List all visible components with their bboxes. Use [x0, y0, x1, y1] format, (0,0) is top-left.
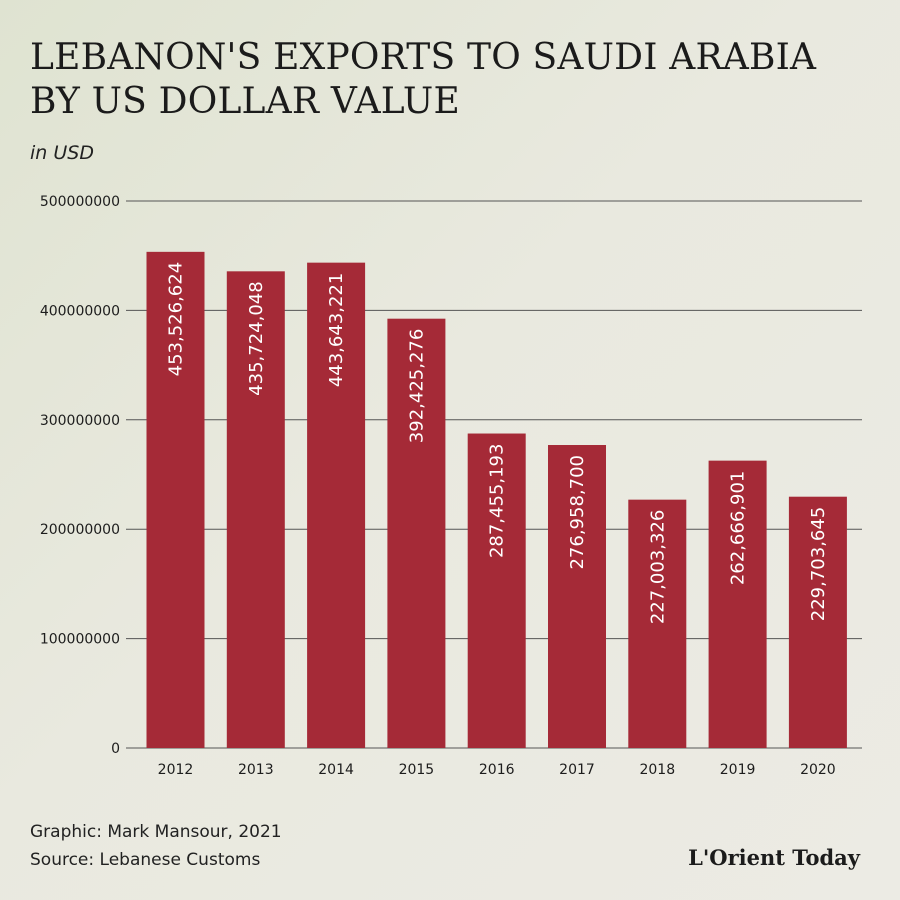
bar-2019 — [708, 460, 767, 748]
data-label: 443,643,221 — [326, 273, 347, 388]
data-labels: 453,526,624 435,724,048 443,643,221 392,425… — [166, 262, 829, 624]
data-label: 453,526,624 — [166, 262, 187, 377]
bar-2015 — [387, 318, 446, 748]
x-tick-label: 2017 — [559, 762, 595, 778]
bar-2020 — [788, 496, 847, 748]
data-label: 227,003,326 — [647, 510, 668, 625]
chart-subtitle: in USD — [30, 142, 94, 164]
bar-2016 — [467, 433, 526, 748]
bars — [146, 251, 847, 749]
chart-title-line-1: LEBANON'S EXPORTS TO SAUDI ARABIA — [30, 37, 817, 78]
data-label: 229,703,645 — [808, 507, 829, 622]
x-tick-label: 2012 — [158, 762, 194, 778]
bar-2012 — [146, 251, 205, 749]
bar-2018 — [628, 499, 687, 748]
y-tick-label: 500000000 — [40, 194, 120, 210]
source-note: Source: Lebanese Customs — [30, 850, 261, 870]
x-tick-label: 2013 — [238, 762, 274, 778]
data-label: 435,724,048 — [246, 281, 267, 396]
y-axis-ticks: 0 100000000 200000000 300000000 400000000 500… — [40, 194, 120, 757]
data-label: 276,958,700 — [567, 455, 588, 570]
x-axis-ticks: 2012 2013 2014 2015 2016 2017 2018 2019 2020 — [158, 762, 836, 778]
x-tick-label: 2018 — [639, 762, 675, 778]
x-tick-label: 2020 — [800, 762, 836, 778]
x-tick-label: 2015 — [399, 762, 435, 778]
y-tick-label: 300000000 — [40, 413, 120, 429]
chart-title-line-2: BY US DOLLAR VALUE — [30, 81, 460, 122]
x-tick-label: 2014 — [318, 762, 354, 778]
data-label: 392,425,276 — [406, 329, 427, 444]
data-label: 262,666,901 — [728, 471, 749, 586]
lorient-today-logo: L'Orient Today — [688, 845, 860, 870]
bar-2017 — [548, 445, 606, 748]
bar-2014 — [307, 262, 366, 748]
x-tick-label: 2016 — [479, 762, 515, 778]
graphic-credit: Graphic: Mark Mansour, 2021 — [30, 822, 282, 842]
x-tick-label: 2019 — [720, 762, 756, 778]
y-tick-label: 0 — [111, 741, 120, 757]
chart-title: LEBANON'S EXPORTS TO SAUDI ARABIA BY US … — [30, 36, 870, 124]
y-tick-label: 200000000 — [40, 522, 120, 538]
data-label: 287,455,193 — [487, 444, 508, 559]
y-tick-label: 100000000 — [40, 632, 120, 648]
y-tick-label: 400000000 — [40, 303, 120, 319]
bar-2013 — [226, 271, 285, 748]
